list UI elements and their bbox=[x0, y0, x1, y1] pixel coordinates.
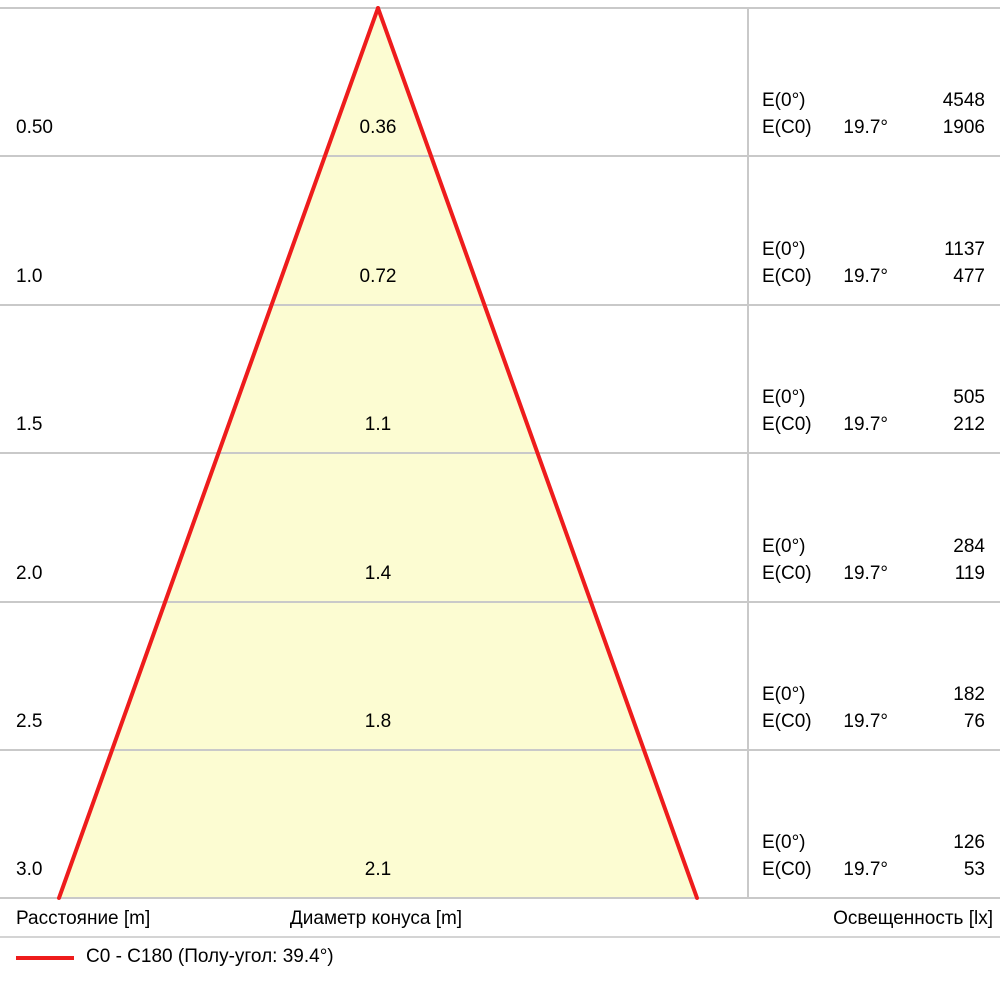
legend-line-icon bbox=[16, 956, 74, 960]
distance-label: 3.0 bbox=[16, 859, 43, 880]
ec0-value: 53 bbox=[963, 859, 985, 880]
diameter-label: 1.1 bbox=[364, 414, 392, 435]
axis-label-diameter: Диаметр конуса [m] bbox=[289, 908, 463, 929]
ec0-value: 119 bbox=[954, 563, 985, 584]
ec0-label: E(C0) bbox=[762, 563, 812, 584]
diameter-label: 1.4 bbox=[364, 563, 392, 584]
ec0-label: E(C0) bbox=[762, 414, 812, 435]
footer-divider bbox=[0, 936, 1000, 938]
distance-label: 0.50 bbox=[16, 117, 53, 138]
angle-value: 19.7° bbox=[843, 117, 888, 138]
ec0-value: 76 bbox=[963, 711, 985, 732]
legend-label: C0 - C180 (Полу-угол: 39.4°) bbox=[86, 946, 334, 967]
e0-value: 4548 bbox=[942, 90, 985, 111]
e0-label: E(0°) bbox=[762, 90, 806, 111]
angle-value: 19.7° bbox=[843, 859, 888, 880]
e0-value: 182 bbox=[953, 684, 985, 705]
ec0-label: E(C0) bbox=[762, 117, 812, 138]
e0-label: E(0°) bbox=[762, 536, 806, 557]
angle-value: 19.7° bbox=[843, 266, 888, 287]
diagram-canvas bbox=[0, 6, 1000, 900]
axis-label-illuminance: Освещенность [lx] bbox=[833, 908, 993, 929]
e0-label: E(0°) bbox=[762, 239, 806, 260]
diameter-label: 1.8 bbox=[364, 711, 392, 732]
ec0-label: E(C0) bbox=[762, 711, 812, 732]
ec0-label: E(C0) bbox=[762, 859, 812, 880]
diameter-label: 0.36 bbox=[359, 117, 397, 138]
angle-value: 19.7° bbox=[843, 711, 888, 732]
e0-value: 1137 bbox=[944, 239, 985, 260]
distance-label: 2.5 bbox=[16, 711, 43, 732]
ec0-label: E(C0) bbox=[762, 266, 812, 287]
e0-value: 505 bbox=[953, 387, 985, 408]
cone-edges bbox=[57, 6, 699, 900]
ec0-value: 1906 bbox=[942, 117, 985, 138]
distance-label: 2.0 bbox=[16, 563, 43, 584]
axis-label-distance: Расстояние [m] bbox=[16, 908, 151, 929]
angle-value: 19.7° bbox=[843, 563, 888, 584]
diameter-label: 0.72 bbox=[359, 266, 397, 287]
distance-label: 1.0 bbox=[16, 266, 43, 287]
e0-label: E(0°) bbox=[762, 684, 806, 705]
diameter-label: 2.1 bbox=[364, 859, 392, 880]
e0-label: E(0°) bbox=[762, 387, 806, 408]
angle-value: 19.7° bbox=[843, 414, 888, 435]
ec0-value: 477 bbox=[953, 266, 985, 287]
e0-value: 126 bbox=[953, 832, 985, 853]
distance-label: 1.5 bbox=[16, 414, 43, 435]
e0-label: E(0°) bbox=[762, 832, 806, 853]
e0-value: 284 bbox=[953, 536, 985, 557]
ec0-value: 212 bbox=[953, 414, 985, 435]
